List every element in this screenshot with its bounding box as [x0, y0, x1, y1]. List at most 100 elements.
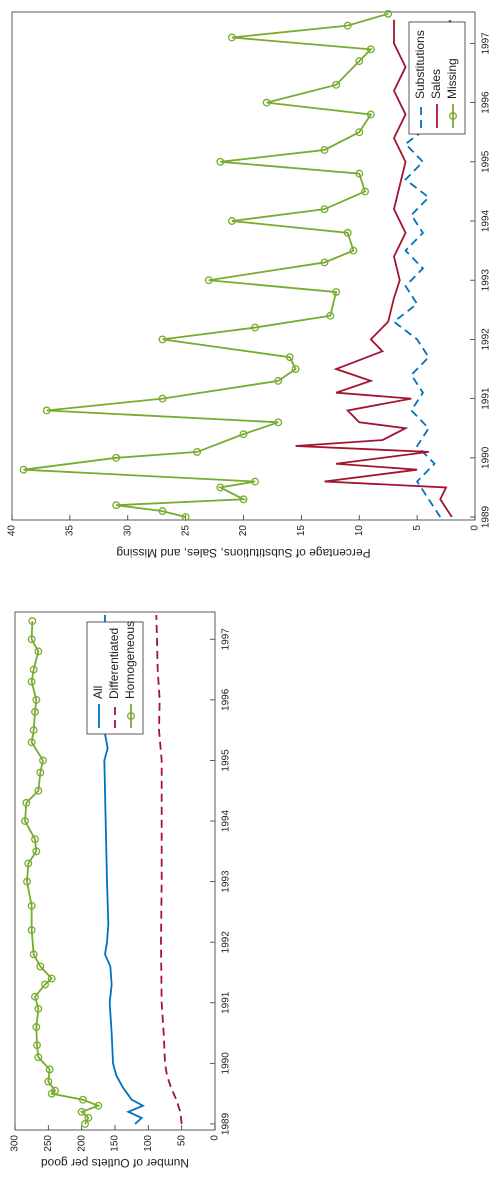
series-marker	[94, 1101, 103, 1110]
x-tick-label: 1992	[221, 931, 232, 954]
series-marker	[193, 447, 202, 456]
series-marker	[204, 276, 213, 285]
series-marker	[361, 187, 369, 196]
series-marker	[81, 1119, 89, 1128]
series-marker	[320, 146, 329, 154]
legend-label: All	[91, 686, 105, 699]
series-marker	[216, 483, 225, 492]
legend: Substitutions Sales Missing	[408, 21, 466, 135]
x-tick-label: 1994	[481, 209, 492, 232]
series-marker	[84, 1113, 93, 1122]
rotated-figure: 1989199019911992199319941995199619970501…	[7, 9, 492, 1170]
x-tick-label: 1990	[221, 1052, 232, 1075]
series-marker	[31, 708, 39, 716]
y-tick-label: 35	[65, 525, 76, 537]
series-marker	[36, 962, 45, 971]
y-tick-label: 20	[238, 525, 249, 537]
series-marker	[384, 9, 393, 18]
x-tick-label: 1991	[221, 991, 232, 1014]
series-marker	[274, 418, 283, 427]
series-marker	[27, 677, 36, 686]
series-marker	[262, 98, 271, 107]
legend: All Differentiated Homogeneous	[86, 621, 144, 735]
series-marker	[27, 901, 36, 910]
x-tick-label: 1993	[221, 870, 232, 893]
legend-marker	[449, 112, 457, 120]
series-marker	[27, 738, 36, 747]
series-marker	[47, 974, 56, 983]
legend-label: Differentiated	[107, 628, 121, 699]
series-marker	[39, 756, 47, 765]
legend-label: Missing	[445, 58, 459, 99]
series-marker	[51, 1086, 59, 1095]
series-marker	[343, 21, 352, 30]
series-marker	[27, 926, 36, 935]
x-tick-label: 1995	[221, 749, 232, 772]
legend-label: Sales	[429, 69, 443, 99]
series-marker	[34, 786, 43, 795]
series-marker	[34, 1053, 43, 1062]
x-tick-label: 1997	[221, 628, 232, 651]
series-marker	[33, 1041, 41, 1050]
x-tick-label: 1994	[221, 809, 232, 832]
series-marker	[227, 217, 236, 225]
series-marker	[285, 353, 294, 362]
y-tick-label: 300	[10, 1135, 21, 1152]
series-marker	[158, 335, 167, 344]
series-marker	[32, 847, 41, 856]
series-marker	[34, 647, 43, 656]
y-tick-label: 25	[180, 525, 191, 537]
series-marker	[320, 205, 329, 214]
series-marker	[251, 323, 260, 332]
x-tick-label: 1992	[481, 328, 492, 351]
legend-label: Substitutions	[413, 30, 427, 99]
legend-box	[408, 21, 466, 135]
series-marker	[227, 33, 236, 42]
series-marker	[355, 128, 364, 137]
series-marker	[28, 617, 37, 626]
x-tick-label: 1990	[481, 446, 492, 469]
series-marker	[251, 477, 260, 486]
series-marker	[29, 726, 38, 735]
series-marker	[181, 513, 190, 521]
legend-marker	[127, 712, 135, 720]
y-tick-label: 50	[176, 1135, 187, 1147]
series-marker	[32, 695, 41, 704]
series-marker	[158, 394, 167, 403]
series-marker	[29, 950, 38, 959]
series-marker	[34, 1004, 43, 1013]
x-tick-label: 1996	[221, 688, 232, 711]
y-tick-label: 15	[296, 525, 307, 537]
series-marker	[42, 406, 51, 415]
legend-label: Homogeneous	[123, 621, 137, 699]
y-axis-label: Number of Outlets per good	[41, 1156, 189, 1170]
x-tick-label: 1989	[221, 1112, 232, 1135]
series-marker	[332, 80, 341, 89]
series-marker	[19, 465, 28, 474]
x-tick-label: 1997	[481, 32, 492, 55]
series-marker	[355, 57, 364, 66]
y-tick-label: 0	[470, 525, 481, 531]
y-tick-label: 30	[122, 525, 133, 537]
x-tick-label: 1996	[481, 91, 492, 114]
y-tick-label: 5	[412, 525, 423, 531]
series-marker	[27, 635, 36, 644]
series-marker	[77, 1107, 86, 1116]
series-marker	[31, 835, 39, 844]
series-marker	[22, 798, 31, 807]
series-marker	[216, 157, 225, 166]
x-tick-label: 1995	[481, 150, 492, 173]
series-marker	[158, 507, 167, 516]
series-marker	[239, 495, 248, 504]
y-axis-label: Percentage of Substitutions, Sales, and …	[116, 546, 370, 560]
series-marker	[44, 1077, 53, 1086]
series-line	[155, 615, 183, 1125]
series-marker	[366, 110, 375, 119]
series-marker	[239, 430, 248, 439]
series-marker	[112, 453, 121, 462]
series-marker	[31, 992, 39, 1001]
x-tick-label: 1991	[481, 387, 492, 410]
y-tick-label: 40	[7, 525, 18, 537]
y-tick-label: 0	[210, 1135, 221, 1141]
